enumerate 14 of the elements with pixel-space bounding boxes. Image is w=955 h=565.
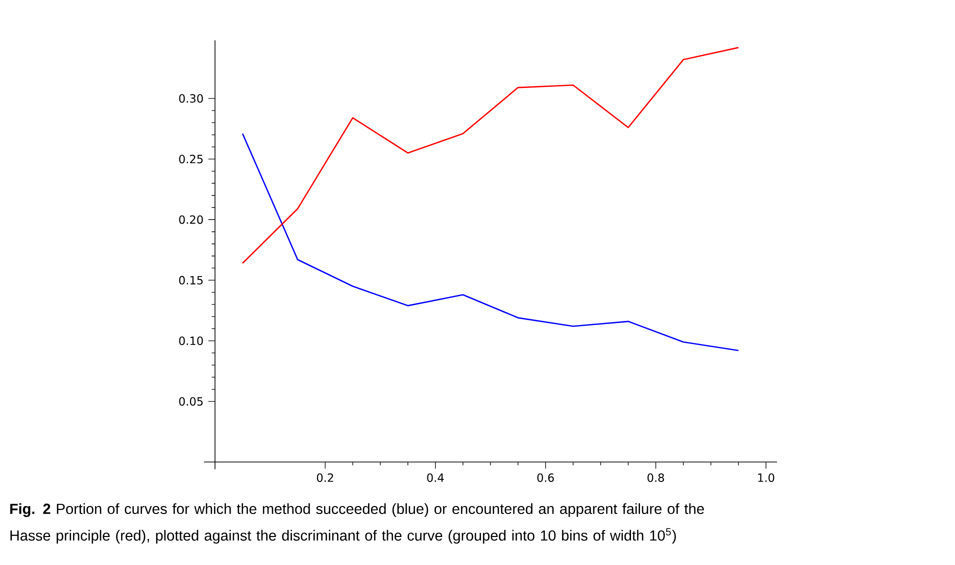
y-tick-label: 0.25: [179, 154, 203, 164]
y-tick-label: 0.05: [179, 397, 203, 406]
x-tick-label: 0.8: [648, 473, 664, 482]
line-series: [242, 132, 740, 352]
line-series: [242, 46, 740, 264]
x-tick-label: 0.6: [537, 473, 554, 482]
x-tick-label: 1.0: [758, 473, 774, 482]
x-tick-label: 0.4: [427, 473, 444, 482]
y-tick-label: 0.30: [179, 94, 203, 103]
y-tick-label: 0.20: [179, 215, 203, 224]
x-tick-label: 0.2: [316, 473, 334, 482]
y-tick-label: 0.15: [179, 276, 203, 285]
text: Fig. 2 Portion of curves for which the method succeeded (blue) or encountered an apparent failure of the Hasse principle (red), plotted against the discriminant of the curve (grouped into 10 bins of width 10$^{5}$): [10, 503, 704, 544]
y-tick-label: 0.10: [179, 336, 203, 346]
